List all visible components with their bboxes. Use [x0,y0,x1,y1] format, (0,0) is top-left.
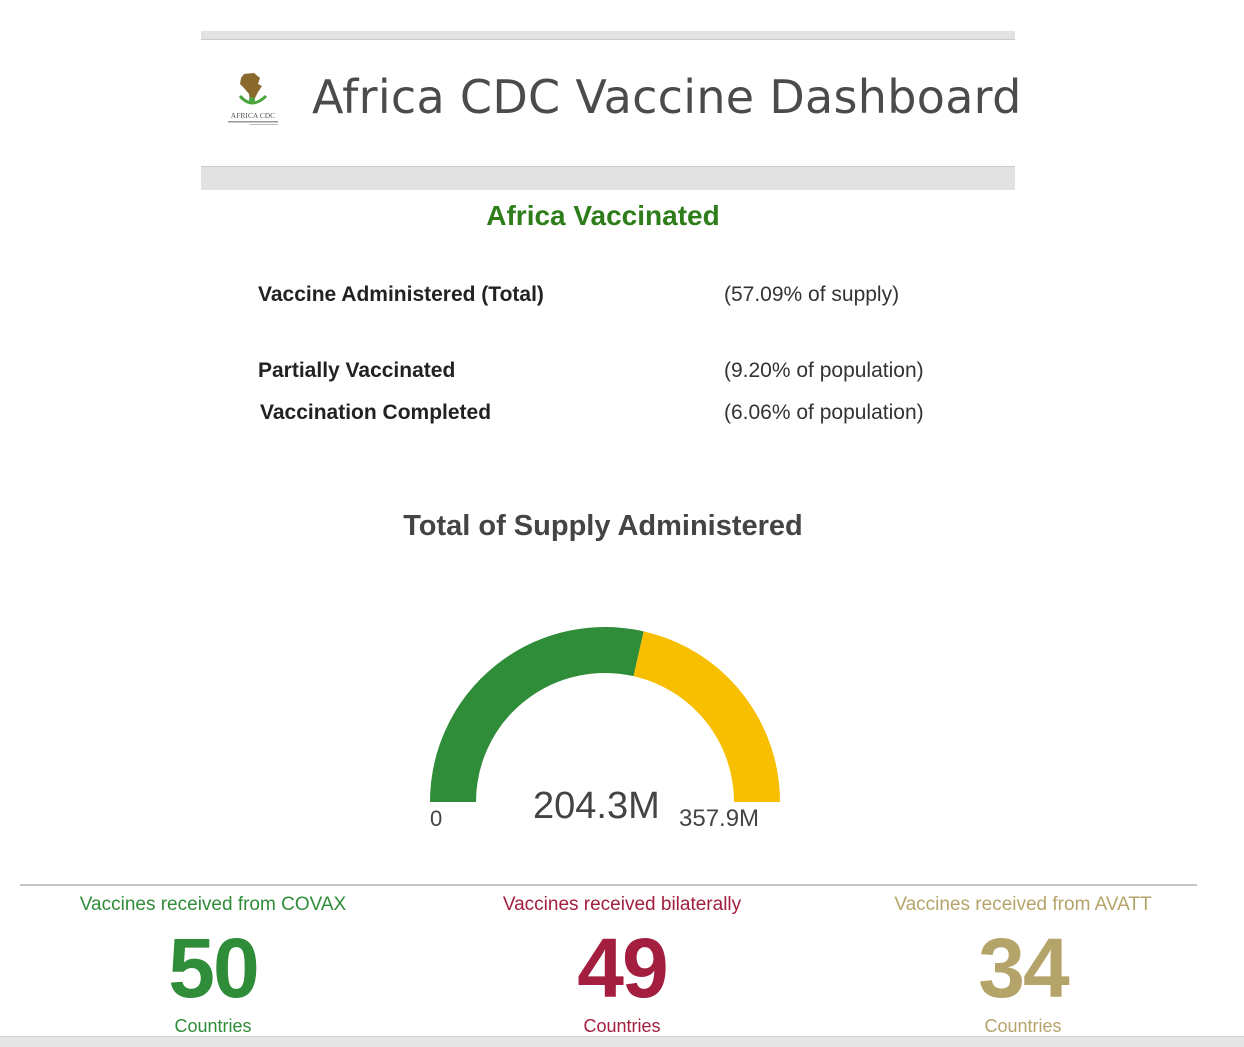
indicator-covax: Vaccines received from COVAX 50 Countrie… [23,894,403,1037]
gauge-remaining-arc [632,631,780,803]
indicator-avatt-title: Vaccines received from AVATT [894,894,1152,915]
gauge-min-label: 0 [430,806,442,831]
indicator-bilateral-title: Vaccines received bilaterally [502,894,742,915]
gauge-max-label: 357.9M [679,805,759,832]
stat-value-administered: (57.09% of supply) [724,283,900,306]
stat-value-completed: (6.06% of population) [724,401,924,424]
gauge-filled-arc [430,627,644,803]
indicator-avatt-unit: Countries [984,1016,1062,1036]
bottom-strip [0,1036,1244,1047]
gauge-title: Total of Supply Administered [403,510,803,542]
supply-gauge: 0 204.3M 357.9M [420,620,790,840]
page-title: Africa CDC Vaccine Dashboard [312,70,1022,124]
svg-text:AFRICA CDC: AFRICA CDC [231,111,275,120]
stat-label-partially: Partially Vaccinated [258,359,456,382]
section-divider [20,884,1197,886]
indicator-covax-title: Vaccines received from COVAX [79,894,347,915]
africa-cdc-logo: AFRICA CDC [222,72,284,128]
stat-label-completed: Vaccination Completed [260,401,492,424]
gauge-value-label: 204.3M [533,785,660,827]
indicator-covax-value: 50 [168,921,259,1015]
section-title: Africa Vaccinated [486,200,720,231]
indicator-bilateral-unit: Countries [583,1016,661,1036]
stat-label-administered: Vaccine Administered (Total) [258,283,544,306]
indicator-avatt: Vaccines received from AVATT 34 Countrie… [833,894,1213,1037]
indicator-bilateral: Vaccines received bilaterally 49 Countri… [432,894,812,1037]
indicator-covax-unit: Countries [174,1016,252,1036]
indicator-avatt-value: 34 [978,921,1069,1015]
header-bottom-bar [201,166,1015,190]
header-top-bar [201,31,1015,40]
indicator-bilateral-value: 49 [577,921,668,1015]
stat-value-partially: (9.20% of population) [724,359,924,382]
